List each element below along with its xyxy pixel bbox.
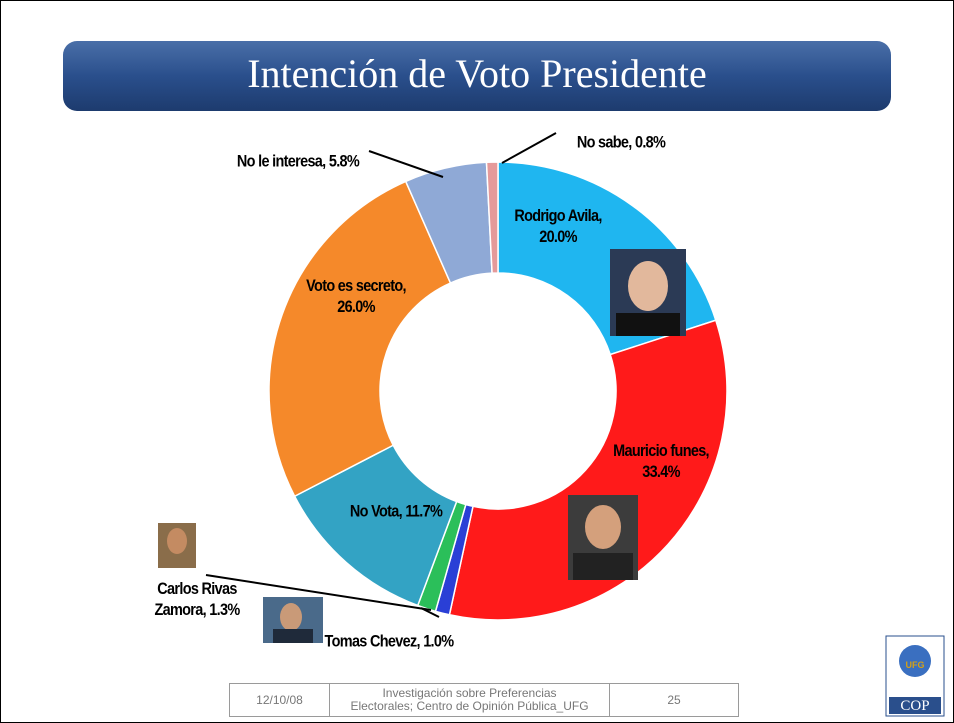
data-label: Tomas Chevez, 1.0% bbox=[317, 631, 462, 652]
donut-slice bbox=[448, 319, 728, 621]
logo: UFG COP bbox=[885, 635, 945, 717]
slice-name: No le interesa, bbox=[236, 151, 326, 171]
slice-value: 1.0% bbox=[423, 631, 454, 651]
slice-value: 1.3% bbox=[209, 600, 240, 619]
slice-value: 20.0% bbox=[539, 227, 577, 246]
leader-lines bbox=[205, 132, 557, 618]
slice-value: 5.8% bbox=[328, 151, 360, 171]
data-label: Carlos Rivas Zamora, 1.3% bbox=[138, 578, 257, 620]
chart-title: Intención de Voto Presidente bbox=[247, 51, 707, 96]
slice-name: No sabe, bbox=[576, 132, 632, 152]
slice-name: Mauricio funes, bbox=[613, 441, 709, 460]
slice-value: 26.0% bbox=[337, 297, 375, 316]
title-banner bbox=[63, 41, 891, 111]
data-label: No le interesa, 5.8% bbox=[234, 151, 362, 172]
donut-slice bbox=[268, 180, 452, 498]
donut-slice bbox=[485, 161, 499, 274]
data-label: Mauricio funes, 33.4% bbox=[593, 440, 729, 482]
slice-value: 33.4% bbox=[642, 462, 680, 481]
photos bbox=[158, 249, 686, 643]
footer-source: Investigación sobre Preferencias Elector… bbox=[329, 683, 610, 717]
donut bbox=[268, 161, 728, 621]
slice-name: Rodrigo Avila, bbox=[514, 206, 602, 225]
slice-name: Tomas Chevez, bbox=[324, 631, 421, 651]
slice-value: 0.8% bbox=[634, 132, 666, 152]
footer-page: 25 bbox=[609, 683, 739, 717]
slice-name: Voto es secreto, bbox=[306, 276, 406, 295]
logo-unit: COP bbox=[900, 698, 929, 714]
data-label: No Vota, 11.7% bbox=[311, 501, 481, 522]
slice-value: 11.7% bbox=[405, 501, 443, 521]
slice-name: Carlos Rivas Zamora, bbox=[154, 579, 237, 619]
data-label: Voto es secreto, 26.0% bbox=[288, 275, 424, 317]
logo-name: UFG bbox=[906, 660, 925, 670]
data-label: No sabe, 0.8% bbox=[536, 132, 706, 153]
slice-name: No Vota, bbox=[349, 501, 403, 521]
data-label: Rodrigo Avila, 20.0% bbox=[503, 205, 614, 247]
footer-date: 12/10/08 bbox=[229, 683, 330, 717]
